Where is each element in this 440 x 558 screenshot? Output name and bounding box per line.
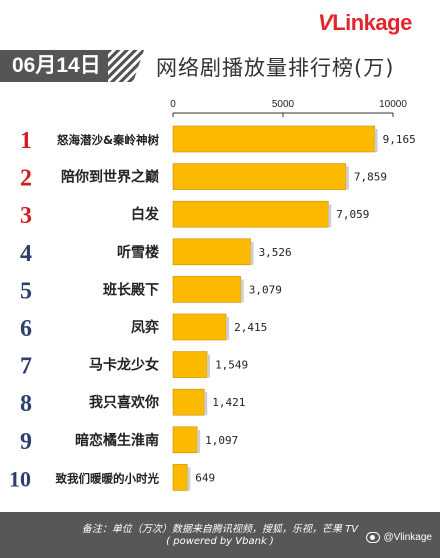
footer-note: 备注：单位（万次）数据来自腾讯视频，搜狐，乐视，芒果 TV [81,524,359,535]
drama-name: 马卡龙少女 [89,357,159,374]
bar-shadow [328,204,332,228]
rank-number: 1 [20,128,32,154]
drama-name: 怒海潜沙&秦岭神树 [57,133,160,147]
bar-shadow [374,129,378,152]
date-badge: 06月14日 [0,50,108,82]
bar-shadow [207,354,211,378]
logo-text: Linkage [332,10,412,35]
x-tick-label: 0 [170,99,176,110]
rank-number: 5 [20,278,32,304]
bar-shadow [197,429,201,453]
rank-number: 7 [20,354,32,380]
logo-v: V [318,10,333,35]
footer-powered: ( powered by Vbank ) [166,536,274,547]
bar [172,426,198,454]
bar-shadow [204,392,208,416]
bar-value-label: 9,165 [383,133,416,146]
bar [172,464,188,491]
ranking-bar-chart: 0 5000 10000 1 怒海潜沙&秦岭神树 9,165 2 陪你到世界之巅 7,859 3 白… [9,99,416,491]
rank-number: 3 [20,203,32,229]
bar [172,313,227,341]
bar-shadow [187,467,191,491]
rank-number: 10 [9,466,31,491]
bar-shadow [345,166,349,190]
bar-value-label: 7,859 [354,171,387,184]
bar-value-label: 1,421 [212,396,245,409]
weibo-handle: @Vlinkage [366,532,432,543]
bar-value-label: 1,097 [205,434,238,447]
drama-name: 陪你到世界之巅 [61,169,159,186]
x-tick-label: 5000 [272,99,295,110]
bar-value-label: 1,549 [215,359,248,372]
bar-shadow [240,279,244,303]
bar [172,200,329,228]
weibo-handle-text: @Vlinkage [383,532,432,544]
vlinkage-logo: VLinkage [318,10,412,36]
bar [172,388,205,416]
bar-shadow [226,317,230,340]
drama-name: 我只喜欢你 [89,394,159,411]
weibo-icon [366,532,381,543]
x-tick-label: 10000 [379,99,407,110]
drama-name: 白发 [131,206,160,223]
drama-name: 班长殿下 [103,281,159,298]
rank-number: 9 [20,429,32,455]
bar-value-label: 7,059 [336,208,369,221]
drama-name: 听雪楼 [117,244,159,261]
chart-title: 网络剧播放量排行榜(万) [156,56,395,80]
rank-number: 6 [20,316,32,342]
bar-value-label: 2,415 [234,321,267,334]
rank-number: 4 [20,241,32,267]
bar-value-label: 649 [195,471,215,484]
bar-value-label: 3,526 [259,246,292,259]
bar [172,125,375,153]
rank-number: 8 [20,391,32,417]
bar [172,276,242,303]
drama-name: 凤弈 [131,319,159,336]
bar [172,238,251,266]
drama-name: 致我们暖暖的小时光 [56,471,160,485]
bar-shadow [250,241,254,265]
rank-number: 2 [20,166,32,192]
drama-name: 暗恋橘生淮南 [75,432,159,449]
bar [172,351,208,378]
bar [172,163,347,190]
bar-value-label: 3,079 [249,283,282,296]
